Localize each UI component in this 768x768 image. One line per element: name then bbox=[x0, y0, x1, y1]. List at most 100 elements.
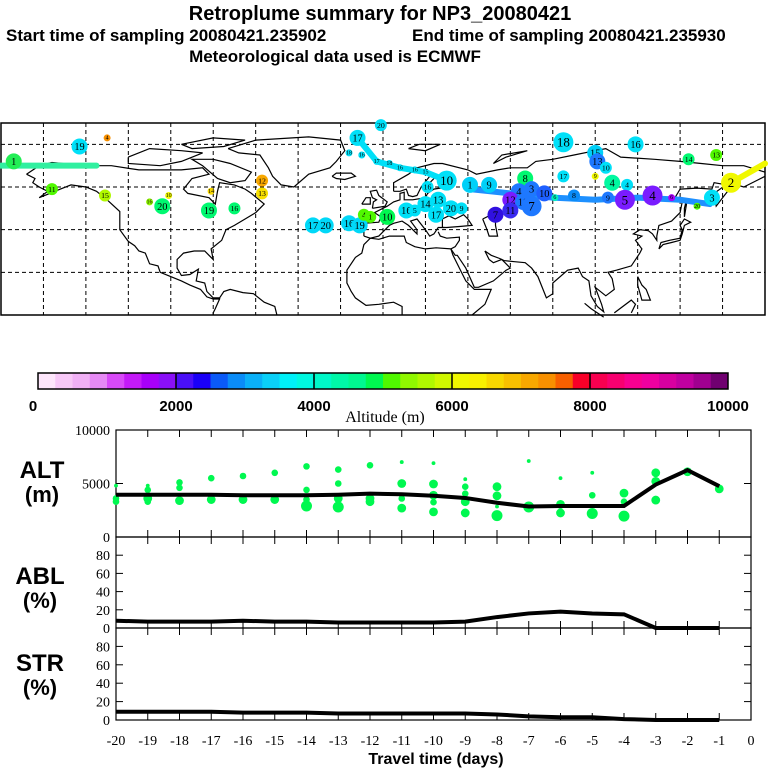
plume-point-label: 3 bbox=[709, 193, 714, 204]
altitude-dot bbox=[430, 498, 437, 506]
plume-point-label: 19 bbox=[354, 221, 364, 232]
altitude-dot bbox=[460, 508, 470, 518]
plume-point bbox=[430, 191, 447, 208]
coastline bbox=[361, 197, 371, 205]
plume-point-label: 16 bbox=[397, 165, 403, 171]
altitude-dot bbox=[207, 474, 215, 482]
colorbar-cell bbox=[314, 373, 332, 389]
x-tick-label: -9 bbox=[459, 734, 471, 749]
altitude-dot bbox=[397, 503, 407, 513]
coastline bbox=[408, 143, 441, 152]
coastline bbox=[26, 173, 221, 315]
plume-point bbox=[165, 192, 173, 200]
plume-point-label: 17 bbox=[374, 159, 380, 165]
colorbar-frame bbox=[37, 372, 729, 390]
str-panel: 0 20 40 60 80 bbox=[96, 627, 752, 729]
y-tick-label: 40 bbox=[96, 586, 110, 601]
plume-point bbox=[349, 129, 366, 146]
plume-point bbox=[521, 196, 542, 217]
plume-point bbox=[442, 200, 459, 217]
plume-point bbox=[5, 153, 22, 170]
x-tick-label: -7 bbox=[523, 734, 535, 749]
colorbar-cell bbox=[245, 373, 263, 389]
plume-point-label: 18 bbox=[346, 150, 352, 156]
altitude-dot bbox=[463, 477, 468, 482]
plume-point-label: 20 bbox=[446, 204, 456, 215]
x-tick-label: -3 bbox=[650, 734, 662, 749]
plume-point-label: 9 bbox=[606, 193, 610, 202]
plume-point-label: 20 bbox=[377, 121, 385, 130]
x-tick-label: -5 bbox=[586, 734, 598, 749]
plume-point bbox=[256, 187, 269, 200]
y-tick-label: 60 bbox=[96, 567, 110, 582]
plume-point bbox=[601, 191, 614, 204]
x-tick-label: -11 bbox=[393, 734, 411, 749]
plume-point bbox=[351, 217, 368, 234]
end-time-label: End time of sampling 20080421.235930 bbox=[412, 26, 726, 45]
x-tick-label: -20 bbox=[107, 734, 126, 749]
altitude-dot bbox=[271, 469, 279, 477]
coastline bbox=[369, 189, 388, 209]
colorbar-cell bbox=[158, 373, 177, 389]
plume-point-label: 14 bbox=[208, 189, 214, 195]
plume-point-label: 19 bbox=[74, 142, 84, 153]
plume-point bbox=[373, 157, 381, 165]
colorbar-cell bbox=[469, 373, 487, 389]
altitude-dot bbox=[334, 466, 342, 473]
altitude-dot bbox=[558, 476, 563, 481]
plume-point-label: 17 bbox=[352, 134, 362, 145]
plume-point-label: 16 bbox=[344, 219, 354, 230]
plume-point bbox=[502, 202, 519, 219]
altitude-dot bbox=[145, 483, 150, 488]
colorbar-cell bbox=[693, 373, 712, 389]
plume-point-label: 4 bbox=[610, 178, 616, 189]
plume-point bbox=[71, 138, 88, 155]
coastline bbox=[181, 137, 246, 150]
plume-point bbox=[604, 174, 621, 191]
y-tick-label: 5000 bbox=[82, 478, 110, 493]
altitude-dot bbox=[176, 479, 183, 486]
plume-point-label: 16 bbox=[424, 183, 432, 192]
plume-point-label: 13 bbox=[258, 189, 266, 198]
x-tick-label: 0 bbox=[748, 734, 755, 749]
plume-point bbox=[455, 202, 468, 215]
plume-point-label: 18 bbox=[386, 161, 392, 167]
plume-point-label: 12 bbox=[505, 195, 515, 206]
colorbar-tick-label: 2000 bbox=[159, 398, 192, 415]
altitude-dot bbox=[618, 510, 630, 522]
x-tick-label: -12 bbox=[361, 734, 380, 749]
plume-point bbox=[408, 204, 421, 217]
plume-point bbox=[200, 202, 217, 219]
y-tick-label: 0 bbox=[103, 622, 110, 637]
str-panel-label: STR bbox=[16, 650, 64, 677]
altitude-dot bbox=[301, 500, 312, 512]
altitude-dot bbox=[303, 486, 310, 494]
plume-point-label: 13 bbox=[712, 151, 720, 160]
altitude-dot bbox=[366, 462, 374, 469]
plume-point-label: 17 bbox=[431, 210, 441, 221]
plume-point-label: 9 bbox=[460, 204, 464, 213]
colorbar-cell bbox=[89, 373, 108, 389]
plume-point-label: 8 bbox=[523, 174, 528, 185]
altitude-dot bbox=[492, 491, 502, 501]
colorbar-label: Altitude (m) bbox=[345, 409, 425, 426]
plume-point-label: 3 bbox=[529, 185, 534, 196]
plume-point bbox=[557, 170, 570, 183]
y-tick-label: 80 bbox=[96, 640, 110, 655]
plume-point-label: 4 bbox=[106, 136, 109, 142]
plume-point-label: 10 bbox=[382, 212, 392, 223]
x-tick-label: -8 bbox=[491, 734, 503, 749]
plume-point bbox=[385, 160, 393, 168]
alt-series-line bbox=[116, 467, 721, 509]
plume-point-label: 16 bbox=[147, 200, 153, 206]
plume-point bbox=[154, 198, 171, 215]
coastline bbox=[189, 158, 253, 184]
coastline bbox=[492, 150, 528, 165]
plume-point bbox=[228, 202, 241, 215]
plume-point bbox=[487, 206, 504, 223]
altitude-dot bbox=[586, 507, 598, 519]
plume-point-label: 4 bbox=[362, 210, 366, 219]
